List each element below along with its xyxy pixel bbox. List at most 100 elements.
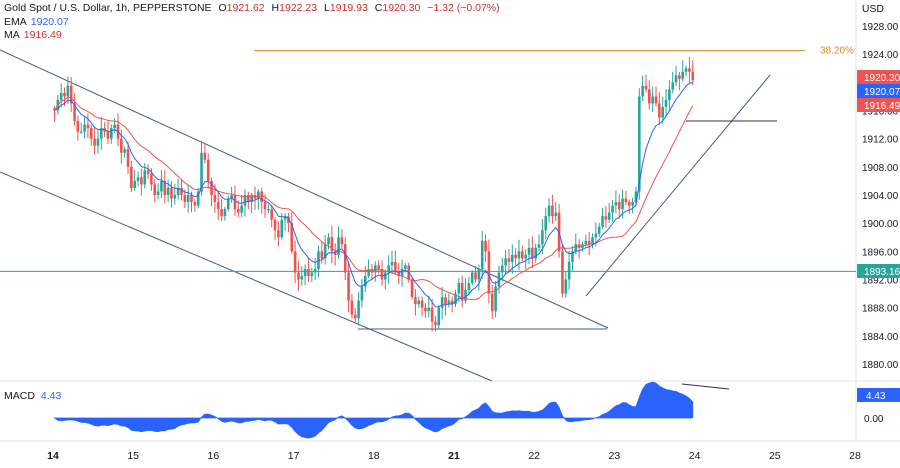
- candle-body: [400, 268, 404, 276]
- macd-divergence-line: [681, 383, 730, 390]
- candle-body: [233, 195, 237, 210]
- candle-body: [257, 191, 260, 199]
- candle-body: [230, 195, 233, 199]
- candle-body: [604, 216, 608, 220]
- candle-body: [544, 216, 548, 231]
- candle-body: [166, 187, 170, 195]
- candle-body: [79, 131, 83, 133]
- candle-body: [277, 230, 280, 238]
- candle-body: [427, 307, 431, 312]
- candle-body: [664, 99, 668, 107]
- candle-body: [594, 233, 598, 238]
- candle-body: [337, 237, 340, 255]
- candle-body: [504, 258, 507, 266]
- candle-body: [343, 244, 347, 273]
- candle-body: [490, 293, 494, 312]
- candle-body: [440, 297, 444, 308]
- candle-body: [484, 240, 487, 252]
- macd-value: 4.43: [40, 390, 62, 402]
- candle-body: [240, 205, 243, 213]
- y-tick-label: 1924.00: [862, 50, 899, 61]
- candle-body: [374, 265, 377, 273]
- currency-unit[interactable]: USD: [861, 3, 884, 15]
- candle-body: [136, 177, 140, 181]
- price-badge: [857, 98, 900, 112]
- y-tick-label: 1904.00: [862, 191, 899, 202]
- candle-body: [678, 75, 681, 79]
- high-value: 1922.23: [279, 2, 318, 14]
- y-tick-label: 1888.00: [862, 304, 899, 315]
- candle-body: [551, 205, 554, 217]
- candle-body: [380, 268, 384, 280]
- candle-body: [59, 92, 63, 100]
- ma-legend[interactable]: MA 1916.49: [4, 29, 62, 41]
- candle-body: [668, 89, 671, 100]
- candle-body: [173, 195, 177, 199]
- candle-body: [363, 275, 367, 287]
- candle-body: [404, 265, 407, 269]
- candle-body: [357, 300, 360, 319]
- candle-body: [410, 279, 414, 298]
- candle-body: [507, 258, 511, 262]
- candle-body: [76, 121, 80, 132]
- x-tick-label: 14: [47, 450, 59, 462]
- candle-body: [641, 85, 644, 97]
- candle-body: [644, 85, 648, 90]
- candle-body: [417, 300, 421, 305]
- candle-body: [89, 128, 93, 139]
- candle-body: [156, 191, 160, 195]
- candle-body: [297, 272, 300, 280]
- candle-body: [627, 202, 631, 206]
- candle-body: [554, 212, 558, 217]
- price-badge-label: 1893.16: [864, 267, 900, 278]
- close-value: 1920.30: [382, 2, 421, 14]
- candle-body: [384, 272, 387, 280]
- price-badge-label: 1916.49: [864, 101, 900, 112]
- candle-body: [527, 247, 531, 255]
- candle-body: [193, 202, 197, 206]
- ma-value: 1916.49: [23, 29, 62, 41]
- candle-body: [661, 106, 664, 118]
- candle-body: [567, 261, 571, 280]
- candle-body: [681, 71, 685, 79]
- macd-legend[interactable]: MACD 4.43: [4, 390, 62, 402]
- candle-body: [120, 138, 123, 153]
- ema-legend[interactable]: EMA 1920.07: [4, 16, 69, 28]
- candle-body: [514, 254, 517, 259]
- low-value: 1919.93: [329, 2, 368, 14]
- candle-body: [243, 195, 247, 206]
- candle-body: [250, 195, 253, 203]
- candle-body: [130, 166, 133, 188]
- candle-body: [614, 202, 618, 206]
- candle-body: [434, 321, 437, 326]
- price-badge: [857, 84, 900, 98]
- candle-body: [236, 209, 240, 213]
- x-tick-label: 25: [769, 450, 781, 462]
- candle-body: [226, 198, 230, 210]
- candle-body: [450, 300, 454, 305]
- candle-body: [73, 103, 76, 122]
- candle-body: [541, 230, 544, 245]
- candle-body: [457, 283, 461, 294]
- candle-body: [287, 216, 290, 224]
- candle-body: [390, 261, 394, 266]
- candle-body: [651, 96, 654, 104]
- candle-body: [634, 191, 638, 203]
- candle-body: [63, 92, 66, 97]
- candle-body: [621, 198, 624, 210]
- candle-body: [99, 128, 103, 139]
- candle-body: [347, 272, 350, 301]
- candle-body: [531, 247, 534, 259]
- candle-body: [474, 272, 477, 280]
- candle-body: [150, 173, 153, 185]
- candle-body: [487, 251, 491, 294]
- candle-body: [96, 138, 100, 146]
- y-tick-label: 1912.00: [862, 135, 899, 146]
- candle-body: [216, 202, 220, 210]
- candle-body: [180, 187, 183, 195]
- symbol-title[interactable]: Gold Spot / U.S. Dollar, 1h, PEPPERSTONE: [4, 2, 212, 14]
- x-tick-label: 28: [849, 450, 861, 462]
- price-badge: [857, 70, 900, 84]
- candle-body: [53, 108, 56, 111]
- candle-body: [494, 286, 497, 312]
